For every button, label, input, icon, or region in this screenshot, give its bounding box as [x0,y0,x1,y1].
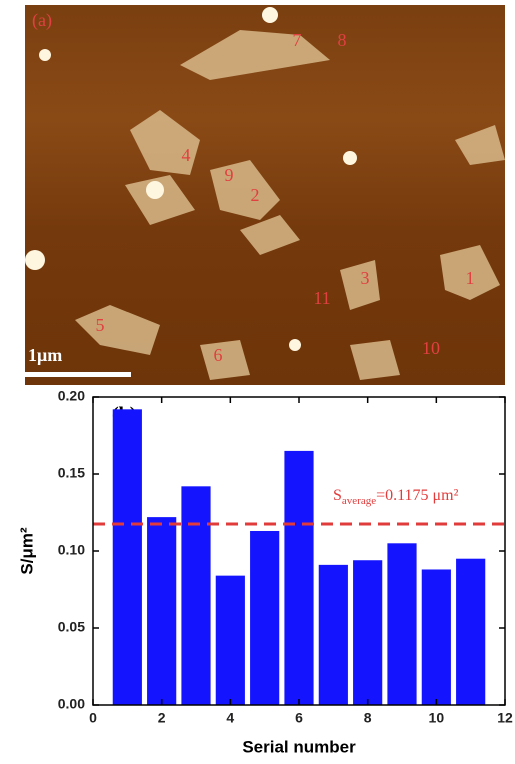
scale-bar [25,372,131,377]
bar [318,564,348,705]
bar [353,560,383,705]
annotation-symbol: S [333,487,342,504]
flake [240,215,300,255]
particle [39,49,51,61]
panel-label: (a) [32,10,52,31]
flake-label: 2 [251,185,260,205]
particle [146,181,164,199]
bar [250,530,280,705]
particle [289,339,301,351]
x-tick-label: 8 [364,710,372,726]
x-axis-label: Serial number [242,737,356,756]
x-tick-label: 4 [226,710,234,726]
flake-label: 3 [361,268,370,288]
y-tick-label: 0.05 [58,619,85,635]
flake-label: 11 [313,288,330,308]
flake-label: 5 [96,315,105,335]
flake-label: 7 [293,30,302,50]
flake [440,245,500,300]
flake-label: 10 [422,338,440,358]
y-tick-label: 0.10 [58,542,85,558]
flake [180,30,330,80]
flake [350,340,400,380]
flake [210,160,280,220]
flake [130,110,200,175]
flake-label: 1 [466,268,475,288]
bar [181,486,211,705]
afm-image: (a) 1 2 3 4 5 6 7 8 9 10 11 1μm [25,5,505,385]
y-axis-label: S/μm² [17,527,36,575]
particle [262,7,278,23]
bar [387,543,417,705]
bar [456,558,486,705]
flake-label: 6 [214,345,223,365]
flake [200,340,250,380]
x-tick-label: 6 [295,710,303,726]
flake [125,175,195,225]
bar [215,575,245,705]
flake [75,305,160,355]
flake-label: 8 [338,30,347,50]
x-tick-label: 0 [89,710,97,726]
flake [340,260,380,310]
average-annotation: Saverage=0.1175 μm² [333,487,459,507]
annotation-subscript: average [342,495,376,507]
y-tick-label: 0.00 [58,696,85,712]
flake [455,125,505,165]
particle [25,250,45,270]
flake-label: 4 [182,145,191,165]
scale-bar-label: 1μm [28,345,62,365]
bar [147,517,177,705]
bar [421,569,451,705]
flake-label: 9 [225,165,234,185]
x-tick-label: 12 [497,710,513,726]
x-tick-label: 10 [429,710,445,726]
bar [284,450,314,705]
particle [343,151,357,165]
x-tick-label: 2 [158,710,166,726]
annotation-value: =0.1175 μm² [376,487,458,504]
bar [112,409,142,705]
y-tick-label: 0.20 [58,388,85,404]
y-tick-label: 0.15 [58,465,85,481]
